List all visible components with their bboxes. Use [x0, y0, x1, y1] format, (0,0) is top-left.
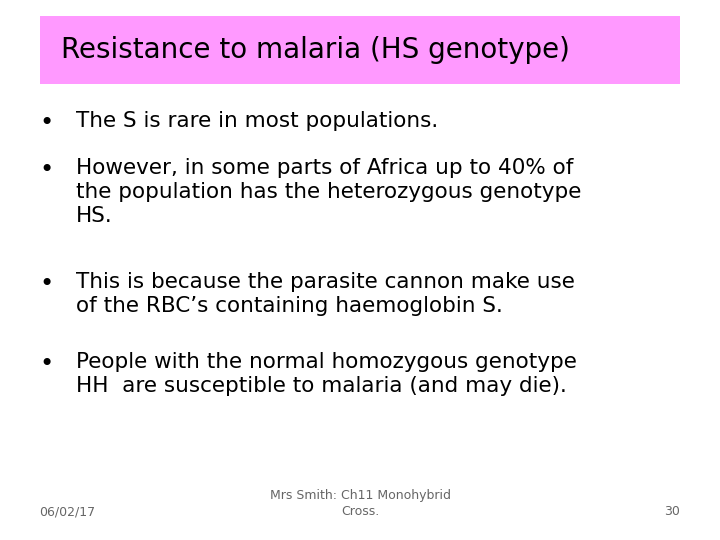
- Text: 06/02/17: 06/02/17: [40, 505, 96, 518]
- Text: •: •: [40, 352, 54, 376]
- Text: 30: 30: [665, 505, 680, 518]
- Text: •: •: [40, 158, 54, 181]
- Text: Resistance to malaria (HS genotype): Resistance to malaria (HS genotype): [61, 36, 570, 64]
- Text: This is because the parasite cannon make use
of the RBC’s containing haemoglobin: This is because the parasite cannon make…: [76, 272, 575, 315]
- FancyBboxPatch shape: [40, 16, 680, 84]
- Text: •: •: [40, 272, 54, 295]
- Text: The S is rare in most populations.: The S is rare in most populations.: [76, 111, 438, 131]
- Text: Mrs Smith: Ch11 Monohybrid
Cross.: Mrs Smith: Ch11 Monohybrid Cross.: [269, 489, 451, 518]
- Text: People with the normal homozygous genotype
HH  are susceptible to malaria (and m: People with the normal homozygous genoty…: [76, 352, 577, 396]
- Text: •: •: [40, 111, 54, 134]
- Text: However, in some parts of Africa up to 40% of
the population has the heterozygou: However, in some parts of Africa up to 4…: [76, 158, 581, 226]
